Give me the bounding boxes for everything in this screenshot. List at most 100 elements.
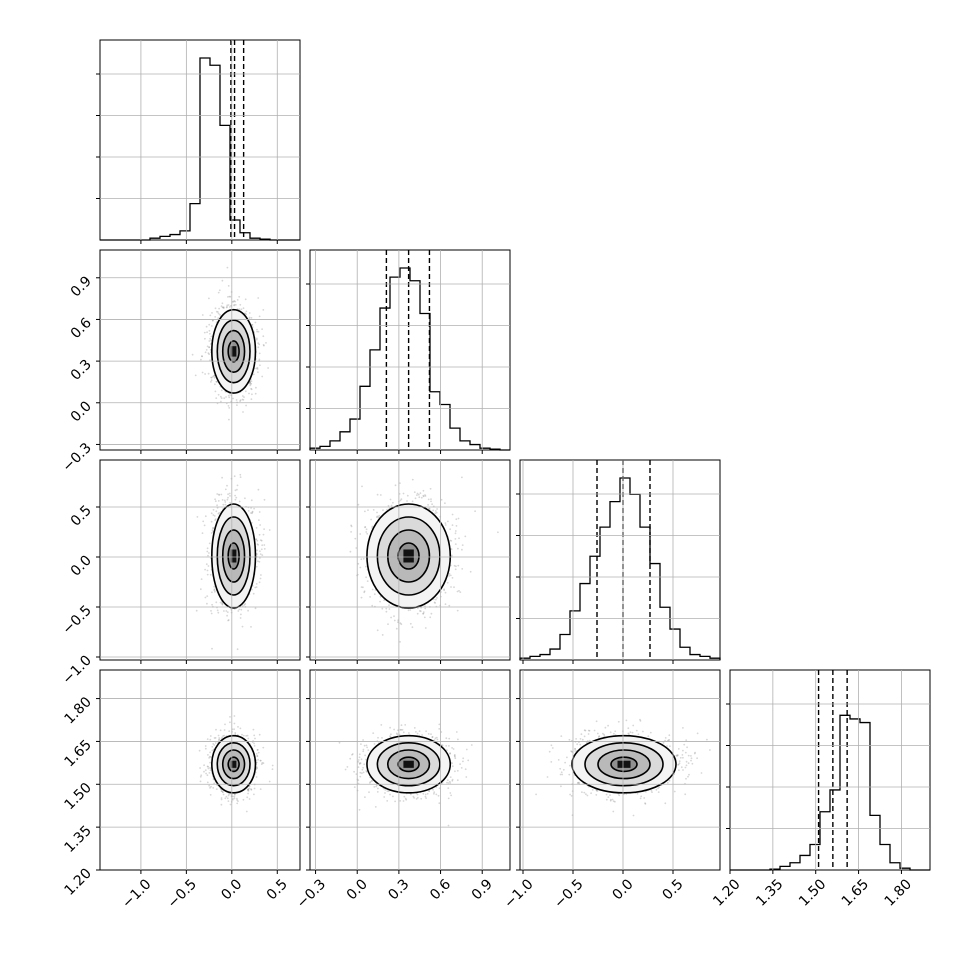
scatter-point [422,612,425,615]
scatter-point [209,767,211,769]
scatter-point [242,399,245,401]
scatter-point [263,544,266,546]
scatter-point [459,591,462,593]
scatter-point [457,547,459,550]
scatter-point [376,629,379,632]
scatter-point [217,500,220,502]
scatter-point [228,730,231,733]
scatter-point [210,325,213,327]
scatter-point [435,511,438,514]
scatter-point [234,498,237,501]
scatter-point [378,514,381,517]
scatter-point [254,607,257,610]
scatter-point [251,588,253,591]
scatter-point [223,499,226,502]
scatter-point [419,492,422,495]
scatter-point [258,358,261,361]
scatter-point [212,743,215,745]
scatter-point [254,586,257,589]
scatter-point [448,575,450,577]
scatter-point [205,772,208,775]
scatter-point [259,557,261,559]
scatter-point [214,383,216,386]
scatter-point [431,503,433,506]
scatter-point [236,299,239,301]
scatter-point [202,520,205,523]
scatter-point [213,585,216,588]
scatter-point [371,604,374,607]
scatter-point [213,515,216,517]
scatter-point [241,398,244,401]
scatter-point [248,392,250,395]
scatter-point [247,510,250,512]
scatter-point [416,494,418,496]
histogram-panel-4 [729,669,931,871]
scatter-point [416,612,419,615]
scatter-point [214,590,216,593]
grid-lines [100,250,300,450]
scatter-point [239,399,242,401]
scatter-point [247,792,250,795]
scatter-point [434,510,437,512]
scatter-point [255,367,258,370]
scatter-point [365,528,368,531]
scatter-point [250,317,253,319]
scatter-point [227,285,230,287]
scatter-point [409,609,412,611]
scatter-point [233,715,236,717]
scatter-point [254,321,257,324]
scatter-point [263,498,266,501]
scatter-point [256,328,258,331]
scatter-point [199,775,202,778]
scatter-point [359,566,362,569]
scatter-point [436,597,438,599]
scatter-point [261,328,263,330]
scatter-point [215,380,218,383]
scatter-point [206,547,209,550]
scatter-point [203,764,206,767]
scatter-point [233,795,236,798]
scatter-point [446,581,449,584]
scatter-point [449,539,452,542]
scatter-point [236,484,239,487]
scatter-point [227,296,229,298]
scatter-point [255,767,258,770]
scatter-point [263,528,265,530]
scatter-point [260,539,263,542]
scatter-point [379,494,382,496]
scatter-point [229,803,232,806]
scatter-point [206,765,209,768]
scatter-point [261,554,264,556]
scatter-point [238,295,241,298]
scatter-point [240,613,242,616]
scatter-point [434,512,437,515]
scatter-point [209,332,211,335]
scatter-point [225,306,228,309]
scatter-point [254,392,257,395]
scatter-point [261,375,264,378]
scatter-point [360,586,363,588]
scatter-point [213,588,216,591]
scatter-point [204,373,207,375]
scatter-point [208,340,211,342]
scatter-point [428,507,431,510]
scatter-point [254,737,256,740]
scatter-point [450,548,453,551]
scatter-point [258,533,261,536]
scatter-point [453,564,456,567]
scatter-point [224,488,227,491]
scatter-point [242,307,245,310]
scatter-point [210,785,212,788]
scatter-point [261,544,264,547]
scatter-point [229,716,231,718]
scatter-point [251,323,253,326]
scatter-point [430,612,433,615]
scatter-point [271,768,274,771]
scatter-point [262,533,265,536]
scatter-point [257,560,259,563]
scatter-point [392,501,394,504]
scatter-point [257,342,260,345]
scatter-point [433,601,436,604]
scatter-point [227,793,230,795]
scatter-point [241,395,244,397]
